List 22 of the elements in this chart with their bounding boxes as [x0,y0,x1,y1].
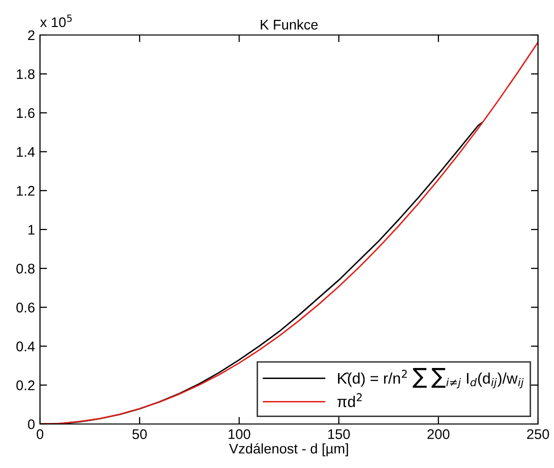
chart-title: K Funkce [260,19,318,30]
y-tick-label: 0.6 [16,302,35,312]
y-tick-label: 1 [28,224,34,235]
x-tick-label: 200 [428,429,450,440]
x-tick-label: 150 [328,429,350,440]
y-tick-label: 0.4 [16,342,35,352]
x-tick-label: 0 [36,429,44,440]
y-tick-label: 0 [28,419,35,430]
x-tick-label: 250 [527,429,550,440]
text: x 10$^{5}$ [40,14,72,28]
y-tick-label: 1.2 [16,186,34,196]
y-tick-label: 2 [28,30,34,40]
legend-label: πd$^{2}$ [337,393,362,408]
y-tick-label: 1.4 [16,147,35,157]
x-axis-title: Vzdálenost - d [µm] [229,443,348,456]
x-tick-label: 100 [228,429,250,440]
x-tick-label: 50 [132,429,147,440]
text: K̂(d) = r/n$^{2}$ ∑ ∑$_{i≠j}$ I$_{d}$(d$_{ij}$)/w$_{ij}$ [338,368,524,388]
y-tick-label: 0.2 [16,380,34,390]
y-tick-label: 0.8 [16,264,35,274]
y-tick-label: 1.8 [16,69,35,80]
y-tick-label: 1.6 [16,108,35,118]
